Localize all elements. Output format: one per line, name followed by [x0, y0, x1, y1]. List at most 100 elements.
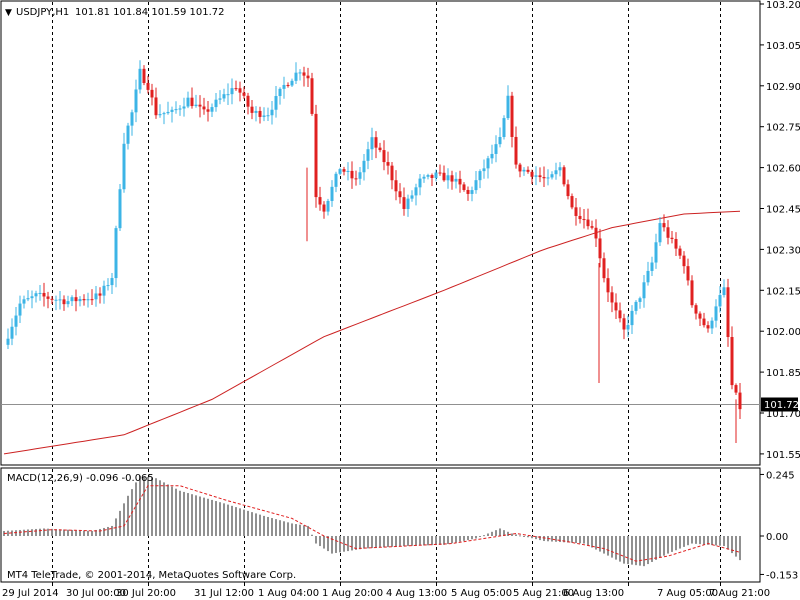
candle-body [346, 170, 350, 172]
macd-axis: 0.245 0.00 -0.153 [760, 470, 798, 581]
price-panel[interactable]: 103.20 103.05 102.90 102.75 102.60 102.45 102.… [0, 0, 800, 466]
macd-tick-label: 0.245 [766, 470, 795, 481]
candle-body [454, 178, 458, 182]
price-axis: 103.20 103.05 102.90 102.75 102.60 102.45 102.… [760, 0, 800, 461]
candle-body [242, 92, 246, 96]
candle-body [550, 174, 554, 178]
macd-panel[interactable]: 0.245 0.00 -0.153 MACD(12,26,9) -0.096 -0.… [0, 467, 798, 583]
price-panel-frame [0, 0, 761, 466]
macd-bar [343, 536, 345, 552]
candle-body [506, 95, 510, 119]
candle-body [286, 84, 290, 86]
candle-body [638, 298, 642, 302]
macd-bar [667, 536, 669, 554]
macd-bar [347, 536, 349, 552]
candle-body [486, 158, 490, 169]
macd-bar [387, 536, 389, 548]
candle-body [74, 297, 78, 302]
time-tick-label: 30 Jul 20:00 [116, 588, 176, 599]
macd-bar [695, 536, 697, 544]
candle-body [210, 107, 214, 112]
macd-bar [351, 536, 353, 551]
candle-body [498, 136, 502, 145]
candle-body [46, 296, 50, 299]
macd-bar [567, 536, 569, 543]
macd-bar [559, 536, 561, 543]
candle-body [374, 137, 378, 148]
time-tick-label: 7 Aug 21:00 [709, 588, 770, 599]
macd-bar [691, 536, 693, 544]
candle-body [198, 104, 202, 107]
macd-bar [679, 536, 681, 549]
macd-bar [603, 536, 605, 554]
macd-bar [207, 498, 209, 536]
candle-body [386, 162, 390, 166]
candle-body [246, 95, 250, 107]
macd-bar [555, 536, 557, 542]
macd-bar [91, 530, 93, 536]
candle-body [398, 191, 402, 198]
candle-body [314, 113, 318, 198]
macd-bar [563, 536, 565, 543]
macd-bar [655, 536, 657, 560]
macd-bar [243, 509, 245, 536]
candle-body [710, 320, 714, 329]
price-tick-label: 102.00 [766, 327, 800, 338]
macd-bar [27, 529, 29, 536]
macd-bar [251, 512, 253, 536]
macd-bar [151, 477, 153, 536]
candle-body [510, 95, 514, 137]
candle-body [118, 189, 122, 229]
candle-body [534, 175, 538, 177]
macd-bar [159, 480, 161, 536]
time-tick-label: 1 Aug 04:00 [258, 588, 319, 599]
candle-body [62, 299, 66, 305]
macd-bar [467, 536, 469, 541]
symbol-label: USDJPY,H1 [16, 7, 69, 18]
candle-body [26, 298, 30, 300]
candle-body [226, 94, 230, 96]
candle-body [702, 318, 706, 326]
macd-bar [719, 536, 721, 546]
candle-body [310, 78, 314, 114]
macd-bar [727, 536, 729, 550]
candle-body [362, 160, 366, 173]
candle-body [734, 385, 738, 393]
macd-bar [551, 536, 553, 542]
price-tick-label: 102.90 [766, 82, 800, 93]
candle-body [22, 299, 26, 304]
macd-bar [735, 536, 737, 557]
price-tick-label: 102.15 [766, 286, 800, 297]
macd-bar [399, 536, 401, 547]
candle-body [538, 175, 542, 178]
macd-bar [75, 530, 77, 536]
macd-bar [219, 502, 221, 536]
macd-bar [367, 536, 369, 549]
candle-body [342, 169, 346, 172]
candle-body [278, 88, 282, 97]
macd-bar [295, 524, 297, 536]
macd-bar [203, 497, 205, 536]
macd-bar [651, 536, 653, 562]
candle-body [106, 285, 110, 287]
candle-body [142, 68, 146, 83]
candle-body [650, 262, 654, 271]
macd-bar [627, 536, 629, 565]
macd-bar [703, 536, 705, 545]
macd-bar [663, 536, 665, 556]
candle-body [414, 187, 418, 196]
macd-bar [311, 534, 313, 536]
candle-body [634, 301, 638, 311]
candle-body [302, 72, 306, 76]
macd-bar [451, 536, 453, 544]
candle-body [274, 96, 278, 110]
candle-body [150, 89, 154, 98]
candle-body [66, 301, 70, 305]
candle-body [574, 207, 578, 216]
candle-body [90, 299, 94, 301]
candle-body [262, 115, 266, 117]
macd-bar [55, 529, 57, 536]
macd-bar [611, 536, 613, 558]
